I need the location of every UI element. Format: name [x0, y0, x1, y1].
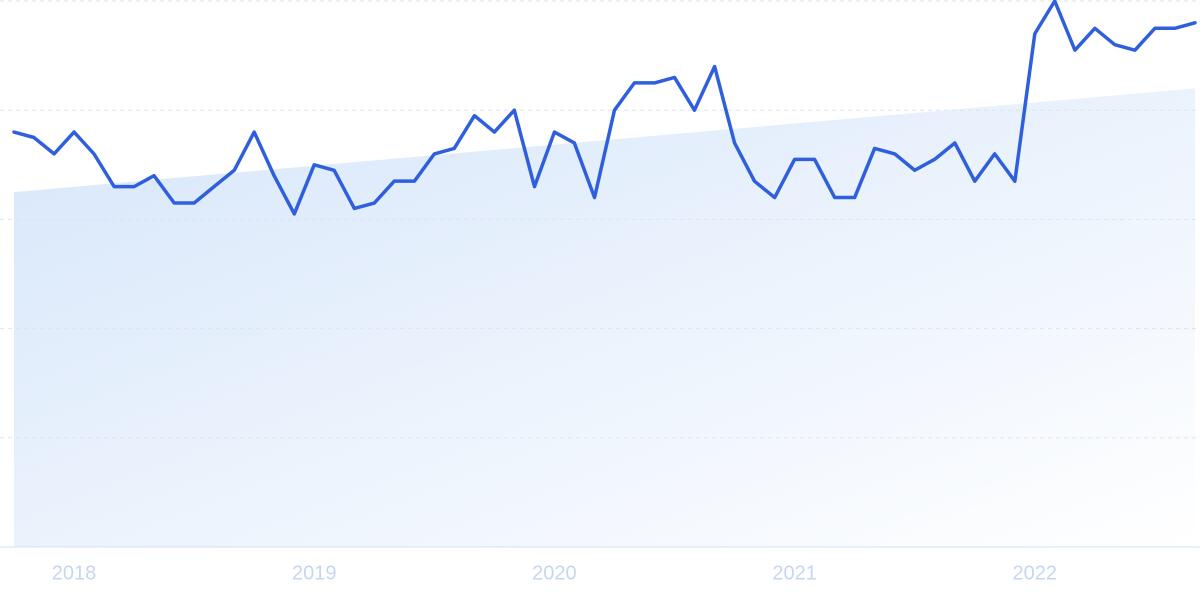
trend-area	[14, 88, 1195, 548]
x-tick-label: 2021	[772, 562, 817, 584]
x-tick-label: 2022	[1013, 562, 1058, 584]
x-tick-label: 2019	[292, 562, 337, 584]
trend-line	[12, 0, 1197, 216]
x-tick-label: 2018	[52, 562, 97, 584]
x-tick-label: 2020	[532, 562, 577, 584]
